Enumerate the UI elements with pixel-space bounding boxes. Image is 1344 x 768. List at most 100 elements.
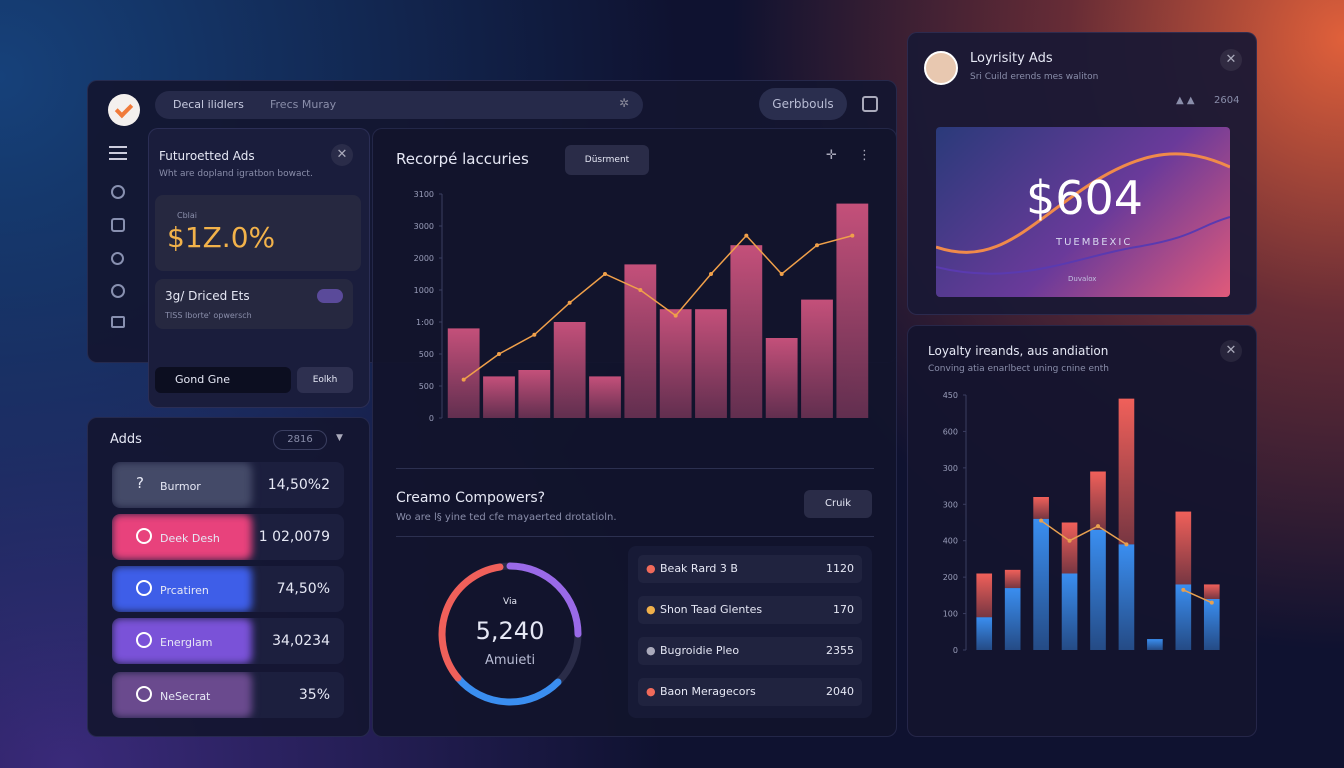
bar: [1061, 573, 1078, 650]
line-point: [638, 288, 643, 292]
donut-value: 5,240: [475, 617, 545, 645]
close-button[interactable]: ✕: [331, 144, 353, 166]
nav-icon[interactable]: [111, 284, 125, 298]
donut: [438, 562, 582, 706]
card-title: Loyrisity Ads: [970, 51, 1053, 66]
line-point: [1096, 524, 1100, 529]
section-title: Creamo Compowers?: [396, 490, 546, 506]
list-row[interactable]: ● Baon Meragecors 2040: [638, 678, 862, 706]
line: [1040, 520, 1213, 604]
y-tick-label: 1000: [414, 286, 434, 295]
hero-image: $604 TUEMBEXIC Duvalox: [936, 127, 1230, 297]
ad-name: Energlam: [160, 636, 213, 649]
line-point: [709, 272, 713, 276]
line: [463, 234, 853, 381]
y-tick-label: 600: [943, 427, 958, 436]
bar: [730, 245, 763, 418]
avatar[interactable]: [924, 51, 958, 85]
y-tick-label: 500: [419, 350, 434, 359]
bar: [553, 322, 586, 418]
move-icon[interactable]: ✛: [826, 148, 837, 163]
y-tick-label: 400: [943, 537, 958, 546]
search-bar[interactable]: Decal ilidlers Frecs Muray ✲: [155, 91, 643, 119]
ad-value: 35%: [298, 687, 330, 703]
donut-label: Via: [503, 597, 517, 607]
input[interactable]: Gond Gne: [155, 367, 291, 393]
line-point: [1181, 587, 1186, 592]
ad-row[interactable]: NeSecrat 35%: [112, 672, 344, 718]
line-point: [1067, 538, 1072, 543]
y-tick-label: 200: [943, 573, 958, 582]
bar: [447, 328, 480, 418]
dropdown-arrow[interactable]: ▼: [336, 433, 343, 443]
ad-row[interactable]: Deek Desh 1 02,0079: [112, 514, 344, 560]
list-row[interactable]: ● Beak Rard 3 B 1120: [638, 555, 862, 583]
bar: [1090, 471, 1106, 530]
ad-value: 34,0234: [272, 633, 330, 649]
line-point: [673, 313, 678, 318]
chart-button[interactable]: Düsrment: [565, 145, 649, 175]
toggle[interactable]: [317, 289, 343, 303]
bar: [624, 264, 657, 418]
line-point: [1039, 518, 1044, 523]
nav-icon[interactable]: [111, 218, 125, 232]
menu-icon[interactable]: [109, 146, 127, 160]
bar: [695, 309, 727, 418]
button[interactable]: Cruik: [804, 490, 872, 518]
card-meta: 2604: [1214, 95, 1240, 106]
search-icon[interactable]: [111, 252, 124, 265]
line-point: [1209, 600, 1214, 605]
stat-label: Cblai: [177, 211, 198, 220]
bar: [801, 299, 833, 418]
ad-name: Prcatiren: [160, 584, 209, 597]
meta-icons: ▲ ▲: [1176, 95, 1195, 106]
row-name: Shon Tead Glentes: [660, 603, 763, 616]
line-point: [779, 272, 784, 276]
row-value: 2040: [826, 685, 854, 698]
close-button[interactable]: ✕: [1220, 340, 1242, 362]
donut-caption: Amuieti: [484, 653, 536, 668]
header-button[interactable]: Gerbbouls: [759, 88, 847, 120]
y-tick-label: 3100: [414, 190, 434, 199]
section-subtitle: Wo are l§ yine ted cfe mayaerted drotati…: [396, 512, 617, 523]
logo[interactable]: [108, 94, 140, 126]
ad-value: 74,50%: [276, 581, 330, 597]
ad-row[interactable]: Prcatiren 74,50%: [112, 566, 344, 612]
ad-name: NeSecrat: [160, 690, 211, 703]
row-name: Beak Rard 3 B: [660, 562, 738, 575]
ad-row[interactable]: ? Burmor 14,50%2: [112, 462, 344, 508]
chart-subtitle: Conving atia enarlbect uning cnine enth: [928, 364, 1109, 374]
button[interactable]: Eolkh: [297, 367, 353, 393]
promo-subtitle: Wht are dopland igratbon bowact.: [159, 169, 313, 179]
ad-row[interactable]: Energlam 34,0234: [112, 618, 344, 664]
badge[interactable]: 2816: [273, 430, 327, 450]
close-button[interactable]: ✕: [1220, 49, 1242, 71]
bar: [1033, 497, 1049, 519]
hero-tag: Duvalox: [1068, 275, 1097, 283]
item-box: 3g/ Driced Ets TISS Iborte' opwersch: [155, 279, 353, 329]
trends-card: Loyalty ireands, aus andiation Conving a…: [907, 325, 1257, 737]
more-icon[interactable]: ⋮: [858, 148, 871, 163]
bar: [518, 370, 551, 418]
trends-chart: 0 100 200 400 300 300 600 450: [943, 391, 1220, 655]
bookmark-icon[interactable]: [862, 96, 878, 112]
nav-icon[interactable]: [111, 185, 125, 199]
list-row[interactable]: ● Bugroidie Pleo 2355: [638, 637, 862, 665]
bar: [836, 203, 869, 418]
ads-title: Adds: [110, 432, 142, 447]
y-tick-label: 300: [943, 500, 958, 509]
chart-title: Loyalty ireands, aus andiation: [928, 344, 1109, 358]
list-row[interactable]: ● Shon Tead Glentes 170: [638, 596, 862, 624]
y-tick-label: 0: [429, 414, 434, 423]
bar: [1147, 639, 1163, 650]
line-point: [603, 272, 607, 276]
chart-title: Recorpé laccuries: [396, 150, 529, 168]
bar: [1061, 522, 1078, 574]
y-tick-label: 1:00: [416, 318, 434, 327]
y-tick-label: 450: [943, 391, 958, 400]
row-name: Baon Meragecors: [660, 685, 756, 698]
nav-icon[interactable]: [111, 316, 125, 328]
stat-value: $1Z.0%: [167, 221, 276, 254]
item-title: 3g/ Driced Ets: [165, 289, 250, 303]
